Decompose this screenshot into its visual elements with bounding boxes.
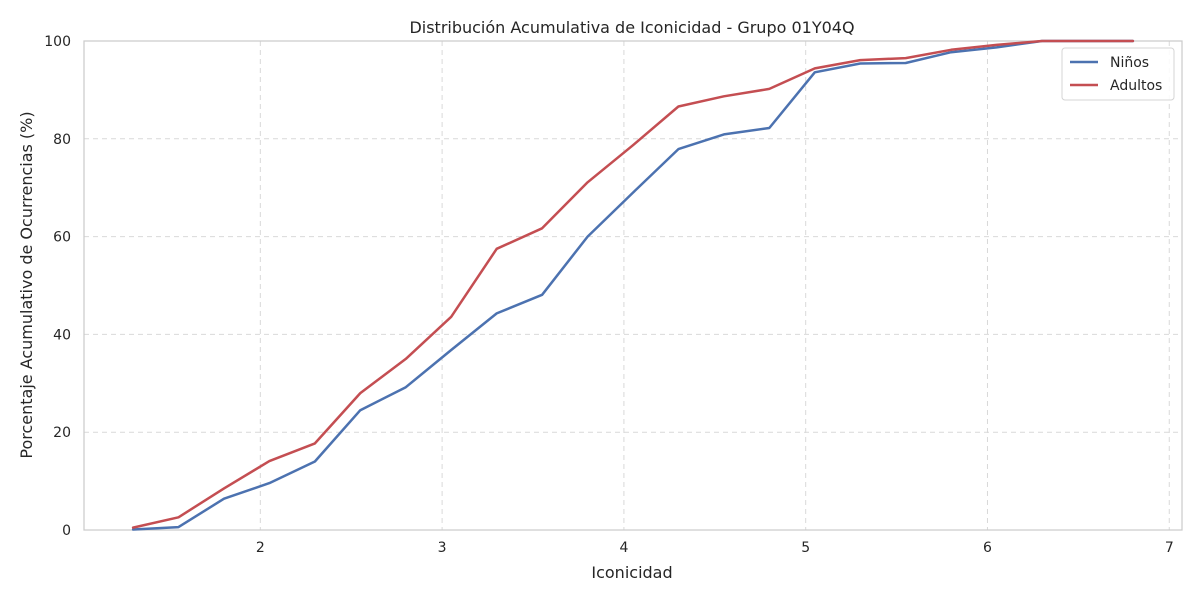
x-tick-label: 5 bbox=[801, 540, 810, 556]
x-tick-label: 2 bbox=[256, 540, 265, 556]
series-line-ninos bbox=[131, 39, 1135, 531]
x-axis-label: Iconicidad bbox=[591, 563, 672, 582]
plot-frame bbox=[83, 40, 1183, 531]
y-tick-label: 60 bbox=[53, 230, 71, 246]
x-tick-label: 4 bbox=[619, 540, 628, 556]
chart-title: Distribución Acumulativa de Iconicidad -… bbox=[409, 18, 854, 37]
series-line-adultos bbox=[131, 39, 1135, 529]
y-axis-label: Porcentaje Acumulativo de Ocurrencias (%… bbox=[17, 111, 36, 458]
y-tick-labels: 0 20 40 60 80 100 bbox=[44, 34, 71, 539]
legend-label: Niños bbox=[1110, 55, 1149, 71]
y-tick-label: 0 bbox=[62, 523, 71, 539]
y-tick-label: 80 bbox=[53, 132, 71, 148]
x-tick-label: 7 bbox=[1165, 540, 1174, 556]
grid-lines bbox=[84, 41, 1182, 530]
x-tick-label: 6 bbox=[983, 540, 992, 556]
legend: Niños Adultos bbox=[1061, 47, 1175, 101]
x-tick-label: 3 bbox=[438, 540, 447, 556]
legend-label: Adultos bbox=[1110, 78, 1162, 94]
series-lines bbox=[131, 39, 1135, 531]
x-tick-labels: 2 3 4 5 6 7 bbox=[256, 540, 1174, 556]
y-tick-label: 20 bbox=[53, 425, 71, 441]
y-tick-label: 40 bbox=[53, 327, 71, 343]
y-tick-label: 100 bbox=[44, 34, 71, 50]
